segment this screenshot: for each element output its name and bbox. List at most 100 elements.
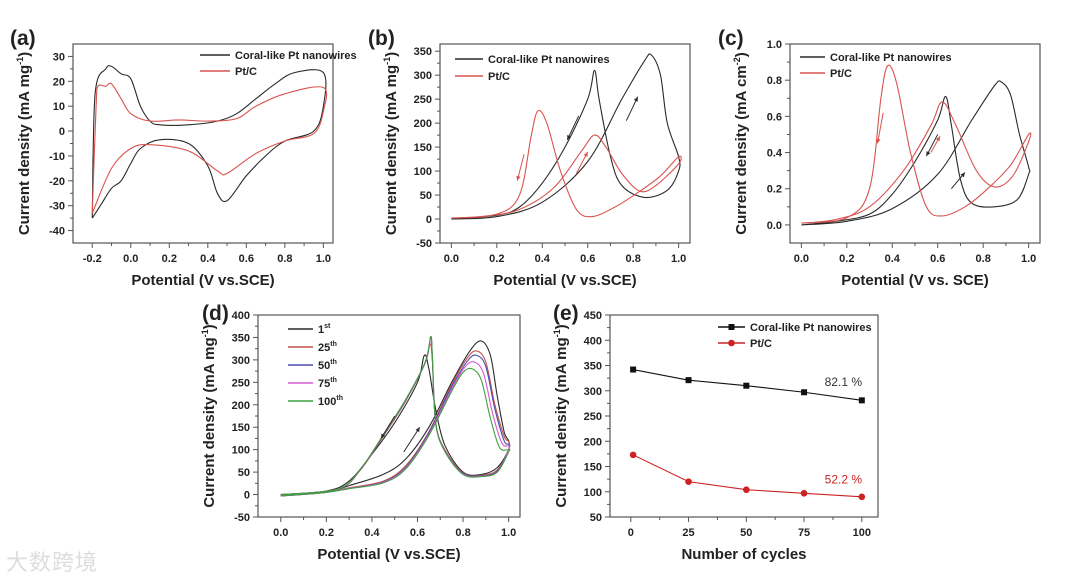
y-tick-label: 0.8 [767, 75, 782, 87]
y-tick-label: -30 [49, 201, 65, 213]
y-tick-label: 350 [584, 361, 602, 373]
x-tick-label: 0.8 [626, 253, 641, 265]
x-tick-label: 0.0 [273, 527, 288, 539]
y-tick-label: -50 [416, 238, 432, 250]
y-tick-label: 100 [584, 487, 602, 499]
y-tick-label: -50 [234, 512, 250, 524]
x-tick-label: 0.6 [410, 527, 425, 539]
x-axis-title: Number of cycles [681, 546, 806, 563]
y-axis-title-superscript: -1 [15, 57, 25, 65]
series-line-1 [451, 109, 682, 219]
x-tick-label: 1.0 [671, 253, 686, 265]
y-tick-label: 150 [414, 142, 432, 154]
legend-label: Pt/C [488, 71, 510, 83]
y-axis-title-end: ) [553, 324, 570, 329]
x-tick-label: 100 [853, 527, 871, 539]
x-tick-label: 0.6 [930, 253, 945, 265]
series-line-1 [801, 64, 1032, 224]
plot-frame [257, 314, 521, 518]
series-line-4 [280, 335, 511, 497]
legend-label: Coral-like Pt nanowires [750, 322, 872, 334]
x-tick-label: 1.0 [501, 527, 516, 539]
y-axis-title-main: Current density (mA mg [201, 337, 218, 507]
y-tick-label: 0.6 [767, 111, 782, 123]
y-tick-label: 400 [232, 310, 250, 322]
y-tick-label: 150 [232, 422, 250, 434]
y-axis-title-main: Current density (mA mg [383, 65, 400, 235]
x-tick-label: 1.0 [316, 253, 331, 265]
y-tick-label: 50 [420, 190, 432, 202]
panel-label: (e) [553, 302, 579, 325]
y-tick-label: 450 [584, 310, 602, 322]
x-tick-label: 0.2 [162, 253, 177, 265]
x-axis-title: Potential (V vs.SCE) [493, 272, 636, 289]
y-axis-title-superscript: -2 [732, 57, 742, 65]
direction-arrow [403, 426, 421, 453]
x-tick-label: 0.6 [580, 253, 595, 265]
legend-label: Pt/C [830, 68, 852, 80]
y-axis-title-superscript: -1 [552, 329, 562, 337]
x-tick-label: 0.2 [319, 527, 334, 539]
y-axis-title: Current density (mA mg-1) [552, 324, 570, 507]
panel-d: (d) 0.0 0.2 0.4 0.6 0.8 1.0 -50 0 50 100 150 200 250 3… [200, 302, 521, 563]
y-tick-label: 400 [584, 335, 602, 347]
y-tick-label: 200 [232, 400, 250, 412]
data-point-square [630, 366, 637, 373]
y-tick-label: 1.0 [767, 39, 782, 51]
y-tick-label: 30 [53, 51, 65, 63]
x-tick-label: 0 [628, 527, 634, 539]
legend-marker [728, 324, 735, 330]
data-point-square [801, 389, 808, 396]
y-tick-label: 250 [232, 377, 250, 389]
y-tick-label: -10 [49, 151, 65, 163]
y-axis-title: Current density (mA mg-1) [15, 52, 33, 235]
data-point-circle [629, 451, 637, 459]
arrow-head-icon [583, 151, 588, 157]
x-tick-label: 75 [798, 527, 810, 539]
y-tick-label: 350 [414, 46, 432, 58]
y-tick-label: 0 [59, 126, 65, 138]
plot-frame [439, 43, 691, 244]
x-tick-label: 0.8 [277, 253, 292, 265]
legend-label: 25th [318, 341, 337, 354]
y-tick-label: 300 [232, 355, 250, 367]
arrow-head-icon [633, 96, 638, 102]
y-tick-label: -20 [49, 176, 65, 188]
arrow-head-icon [926, 151, 931, 157]
x-tick-label: 25 [682, 527, 694, 539]
retention-annotation: 82.1 % [825, 375, 863, 389]
y-tick-label: 200 [584, 436, 602, 448]
watermark: 大数跨境 [6, 551, 99, 576]
x-tick-label: 0.0 [444, 253, 459, 265]
legend-label: 75th [318, 377, 337, 390]
y-axis-title: Current density (mA mg-1) [200, 324, 218, 507]
arrow-head-icon [935, 136, 940, 142]
y-axis-title-main: Current density (mA mg [16, 65, 33, 235]
x-tick-label: 0.0 [794, 253, 809, 265]
y-axis-title-superscript: -1 [200, 329, 210, 337]
y-tick-label: 0 [426, 214, 432, 226]
plot-frame [72, 43, 334, 244]
direction-arrow [516, 154, 525, 181]
arrow-head-icon [516, 175, 521, 181]
x-axis-title: Potential (V vs.SCE) [317, 546, 460, 563]
y-tick-label: 0.2 [767, 184, 782, 196]
data-point-square [743, 382, 750, 389]
y-tick-label: 100 [232, 445, 250, 457]
arrow-head-icon [876, 138, 881, 144]
arrow-head-icon [567, 134, 572, 140]
y-tick-label: 300 [414, 70, 432, 82]
x-tick-label: 50 [740, 527, 752, 539]
y-axis-title-end: ) [733, 52, 750, 57]
x-tick-label: 0.4 [200, 253, 216, 265]
x-tick-label: 0.6 [239, 253, 254, 265]
legend-label: 100th [318, 395, 343, 408]
x-tick-label: 1.0 [1021, 253, 1036, 265]
arrow-head-icon [381, 433, 386, 439]
x-tick-label: 0.8 [455, 527, 470, 539]
y-tick-label: 0.0 [767, 220, 782, 232]
y-tick-label: 0.4 [767, 148, 783, 160]
legend-label: Coral-like Pt nanowires [488, 54, 610, 66]
legend-label: Pt/C [750, 338, 772, 350]
plot-frame [789, 43, 1041, 244]
